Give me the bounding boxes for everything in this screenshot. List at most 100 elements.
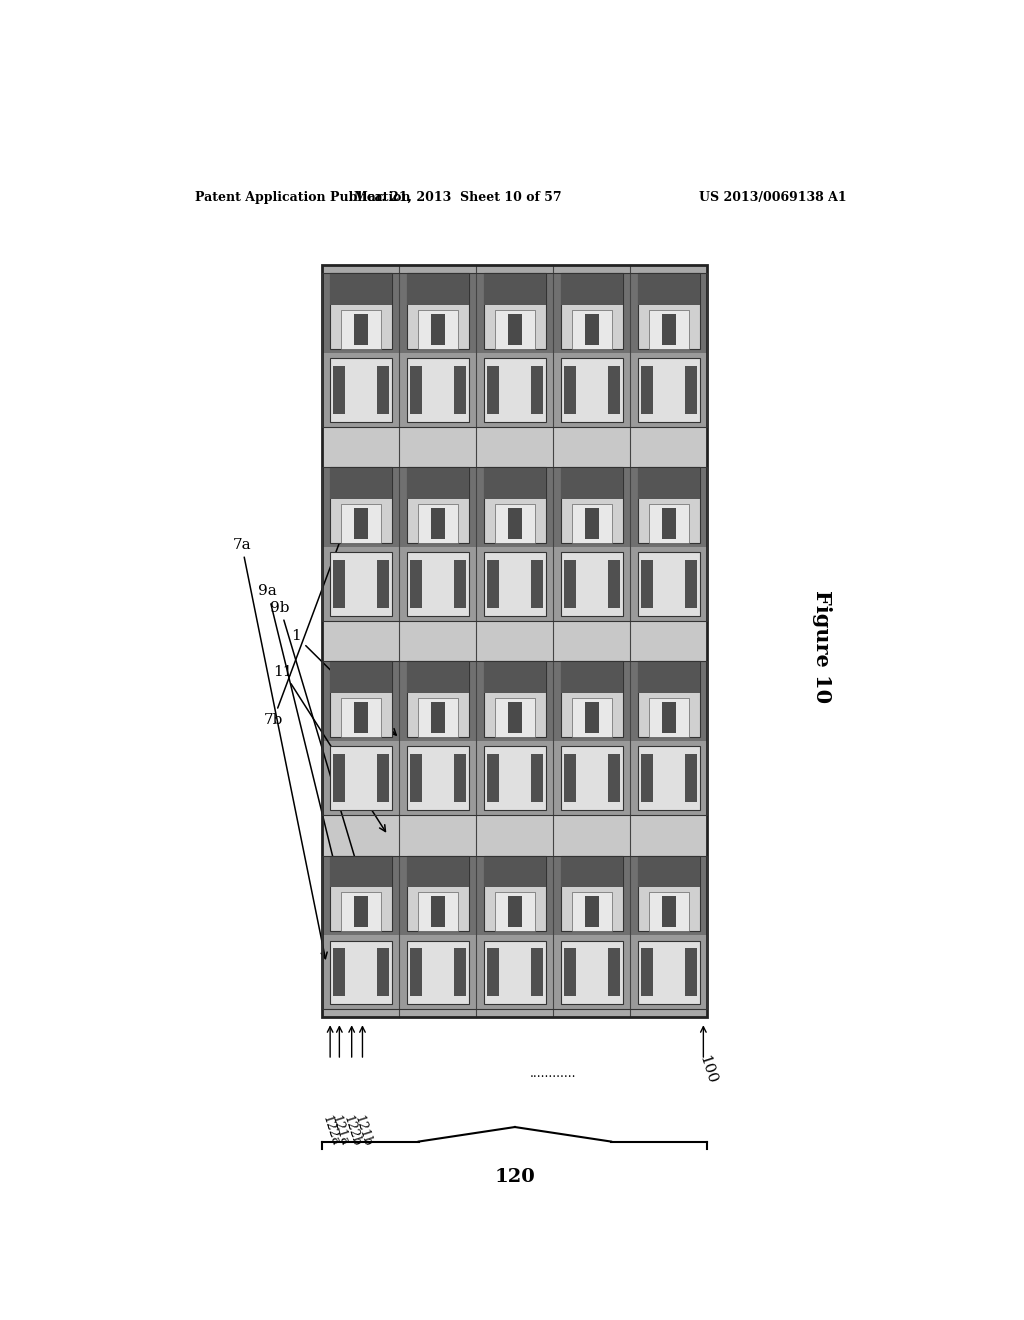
Bar (323, 265, 708, 1018)
Bar (663, 896, 676, 928)
Bar (484, 747, 546, 810)
Bar (408, 273, 469, 348)
Text: 7a: 7a (232, 537, 328, 958)
Bar (640, 366, 653, 413)
Bar (508, 896, 521, 928)
Bar (530, 560, 543, 609)
Bar (563, 755, 575, 803)
Bar (354, 702, 368, 734)
Bar (561, 273, 623, 348)
Bar (572, 310, 611, 348)
Bar (585, 702, 599, 734)
Bar (508, 702, 521, 734)
Bar (323, 273, 708, 354)
Bar (484, 855, 546, 932)
Bar (354, 508, 368, 540)
Bar (341, 892, 381, 932)
Bar (341, 698, 381, 738)
Bar (486, 366, 499, 413)
Bar (408, 358, 469, 421)
Bar (640, 949, 653, 997)
Bar (638, 552, 699, 616)
Bar (561, 467, 623, 544)
Bar (354, 896, 368, 928)
Bar (323, 661, 708, 742)
Bar (323, 354, 708, 426)
Text: 1: 1 (291, 630, 396, 735)
Text: 120: 120 (495, 1168, 536, 1185)
Bar (431, 314, 444, 346)
Bar (486, 560, 499, 609)
Bar (484, 552, 546, 616)
Bar (638, 855, 699, 932)
Bar (663, 508, 676, 540)
Bar (608, 949, 621, 997)
Bar (640, 755, 653, 803)
Text: 122a: 122a (319, 1114, 341, 1147)
Bar (330, 747, 392, 810)
Bar (484, 941, 546, 1005)
Bar (333, 755, 345, 803)
Bar (408, 552, 469, 616)
Bar (649, 698, 688, 738)
Bar (484, 467, 546, 499)
Bar (638, 273, 699, 348)
Bar (323, 467, 708, 620)
Bar (330, 273, 392, 348)
Bar (408, 661, 469, 738)
Bar (649, 892, 688, 932)
Bar (330, 941, 392, 1005)
Bar (330, 661, 392, 693)
Text: Patent Application Publication: Patent Application Publication (196, 190, 411, 203)
Bar (484, 855, 546, 887)
Bar (638, 467, 699, 544)
Bar (484, 273, 546, 305)
Bar (530, 949, 543, 997)
Bar (585, 314, 599, 346)
Bar (561, 273, 623, 305)
Bar (330, 552, 392, 616)
Text: Mar. 21, 2013  Sheet 10 of 57: Mar. 21, 2013 Sheet 10 of 57 (353, 190, 561, 203)
Bar (454, 560, 466, 609)
Bar (323, 273, 708, 426)
Bar (561, 855, 623, 932)
Bar (377, 755, 389, 803)
Bar (431, 896, 444, 928)
Bar (585, 508, 599, 540)
Bar (530, 366, 543, 413)
Text: Figure 10: Figure 10 (812, 590, 833, 702)
Bar (484, 273, 546, 348)
Text: 121b: 121b (351, 1114, 374, 1148)
Bar (496, 310, 535, 348)
Bar (608, 755, 621, 803)
Text: 11: 11 (273, 665, 385, 832)
Bar (410, 560, 422, 609)
Bar (585, 896, 599, 928)
Bar (561, 747, 623, 810)
Bar (563, 949, 575, 997)
Bar (638, 661, 699, 693)
Bar (323, 814, 708, 855)
Text: ............: ............ (530, 1067, 577, 1080)
Bar (333, 560, 345, 609)
Bar (408, 855, 469, 887)
Text: 9b: 9b (270, 601, 365, 887)
Bar (496, 892, 535, 932)
Bar (561, 552, 623, 616)
Bar (508, 314, 521, 346)
Bar (408, 855, 469, 932)
Bar (640, 560, 653, 609)
Text: 9a: 9a (258, 585, 350, 920)
Bar (377, 560, 389, 609)
Bar (323, 548, 708, 620)
Bar (377, 366, 389, 413)
Bar (484, 661, 546, 738)
Bar (418, 310, 458, 348)
Bar (410, 755, 422, 803)
Bar (341, 310, 381, 348)
Bar (418, 504, 458, 544)
Bar (323, 467, 708, 548)
Bar (563, 366, 575, 413)
Bar (508, 508, 521, 540)
Bar (486, 755, 499, 803)
